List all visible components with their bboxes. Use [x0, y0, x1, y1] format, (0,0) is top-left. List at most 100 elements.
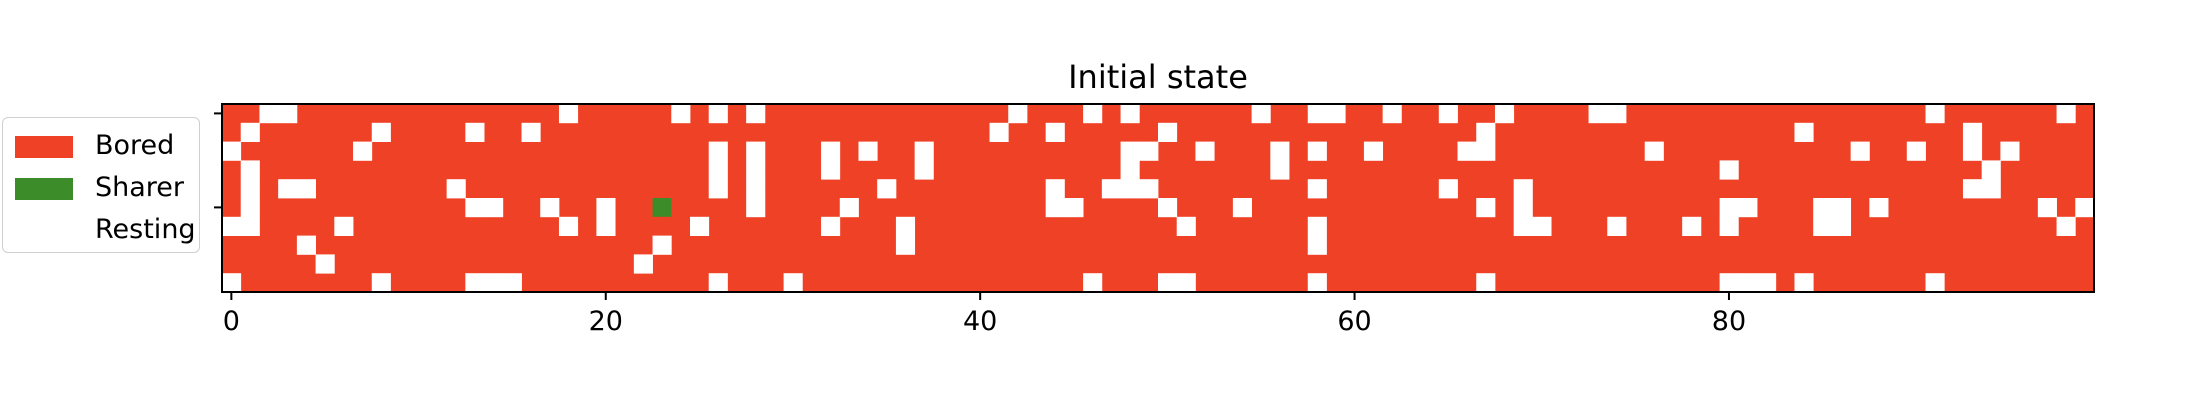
- cell-resting: [746, 198, 766, 218]
- cell-resting: [2056, 104, 2076, 124]
- cell-resting: [2075, 198, 2095, 218]
- cell-resting: [1719, 273, 1739, 293]
- cell-resting: [1813, 198, 1833, 218]
- legend-swatch-bored: [15, 136, 73, 158]
- cell-resting: [1476, 273, 1496, 293]
- cell-resting: [1981, 179, 2001, 199]
- cell-resting: [1607, 104, 1627, 124]
- x-tick-label: 0: [223, 306, 240, 337]
- cell-resting: [371, 122, 391, 142]
- cell-resting: [1831, 216, 1852, 236]
- cell-resting: [1251, 104, 1271, 124]
- cell-resting: [708, 141, 728, 161]
- cell-resting: [1513, 179, 1533, 199]
- x-tick-label: 60: [1337, 306, 1371, 337]
- cell-resting: [1962, 122, 1983, 142]
- cell-resting: [278, 179, 298, 199]
- cell-resting: [259, 104, 279, 124]
- cell-resting: [1813, 216, 1833, 236]
- cell-resting: [2000, 141, 2020, 161]
- cell-resting: [746, 104, 766, 124]
- cell-resting: [1270, 141, 1290, 161]
- x-tick-label: 80: [1712, 306, 1746, 337]
- cell-resting: [1307, 216, 1327, 236]
- cell-resting: [746, 141, 766, 161]
- cell-resting: [1981, 160, 2001, 180]
- cell-resting: [596, 198, 616, 218]
- cell-resting: [240, 160, 260, 180]
- cell-resting: [746, 160, 766, 180]
- cell-resting: [914, 141, 934, 161]
- cell-resting: [1120, 141, 1140, 161]
- cell-resting: [1869, 198, 1889, 218]
- cell-resting: [708, 273, 728, 293]
- cell-resting: [1008, 104, 1028, 124]
- cell-resting: [1195, 141, 1215, 161]
- cell-resting: [334, 216, 354, 236]
- cell-resting: [1270, 160, 1290, 180]
- cell-resting: [783, 273, 803, 293]
- cell-resting: [1494, 104, 1515, 124]
- cell-resting: [1307, 273, 1327, 293]
- legend-item-bored: Bored: [3, 126, 199, 166]
- cell-resting: [1962, 141, 1983, 161]
- cell-resting: [222, 141, 242, 161]
- cell-resting: [278, 104, 298, 124]
- heatmap-cells: [222, 104, 2095, 293]
- cell-resting: [1513, 198, 1533, 218]
- cell-resting: [1794, 122, 1814, 142]
- legend-label-resting: Resting: [95, 214, 196, 245]
- legend-swatch-resting: [15, 220, 73, 242]
- cell-resting: [839, 198, 859, 218]
- plot-frame: [221, 103, 2095, 293]
- cell-resting: [1457, 141, 1477, 161]
- cell-resting: [1719, 198, 1739, 218]
- cell-resting: [296, 179, 316, 199]
- x-tick-label: 20: [589, 306, 623, 337]
- cell-resting: [1476, 198, 1496, 218]
- legend-item-sharer: Sharer: [3, 168, 199, 208]
- cell-resting: [315, 254, 335, 274]
- cell-resting: [895, 235, 916, 255]
- cell-resting: [821, 216, 841, 236]
- cell-resting: [1139, 179, 1159, 199]
- cell-resting: [1738, 273, 1758, 293]
- cell-sharer: [652, 198, 672, 217]
- legend-label-bored: Bored: [95, 130, 175, 161]
- cell-resting: [1850, 141, 1870, 161]
- cell-resting: [1738, 198, 1758, 218]
- cell-resting: [222, 216, 242, 236]
- cell-resting: [1644, 141, 1664, 161]
- cell-resting: [914, 160, 934, 180]
- cell-resting: [465, 198, 485, 218]
- legend-label-sharer: Sharer: [95, 172, 185, 203]
- cell-resting: [502, 273, 522, 293]
- x-tick-label: 40: [963, 306, 997, 337]
- cell-resting: [1962, 179, 1983, 199]
- cell-resting: [1831, 198, 1852, 218]
- cell-resting: [1307, 179, 1327, 199]
- cell-resting: [1120, 160, 1140, 180]
- cell-resting: [465, 122, 485, 142]
- cell-resting: [1363, 141, 1384, 161]
- chart-title: Initial state: [1068, 58, 1248, 96]
- cell-resting: [1045, 198, 1065, 218]
- cell-resting: [1326, 104, 1346, 124]
- x-axis-ticks: 0 20 40 60 80: [223, 292, 1746, 337]
- cell-resting: [222, 273, 242, 293]
- cell-resting: [1139, 141, 1159, 161]
- cell-resting: [1757, 273, 1777, 293]
- cell-resting: [708, 160, 728, 180]
- y-axis-ticks: [214, 112, 222, 209]
- cell-resting: [671, 104, 691, 124]
- cell-resting: [1176, 273, 1196, 293]
- cell-resting: [240, 179, 260, 199]
- cell-resting: [1045, 122, 1065, 142]
- cell-resting: [371, 273, 391, 293]
- legend: Bored Sharer Resting: [2, 117, 200, 253]
- cell-resting: [1906, 141, 1926, 161]
- cell-resting: [1438, 104, 1458, 124]
- cell-resting: [690, 216, 710, 236]
- cell-resting: [989, 122, 1009, 142]
- cell-resting: [1083, 104, 1103, 124]
